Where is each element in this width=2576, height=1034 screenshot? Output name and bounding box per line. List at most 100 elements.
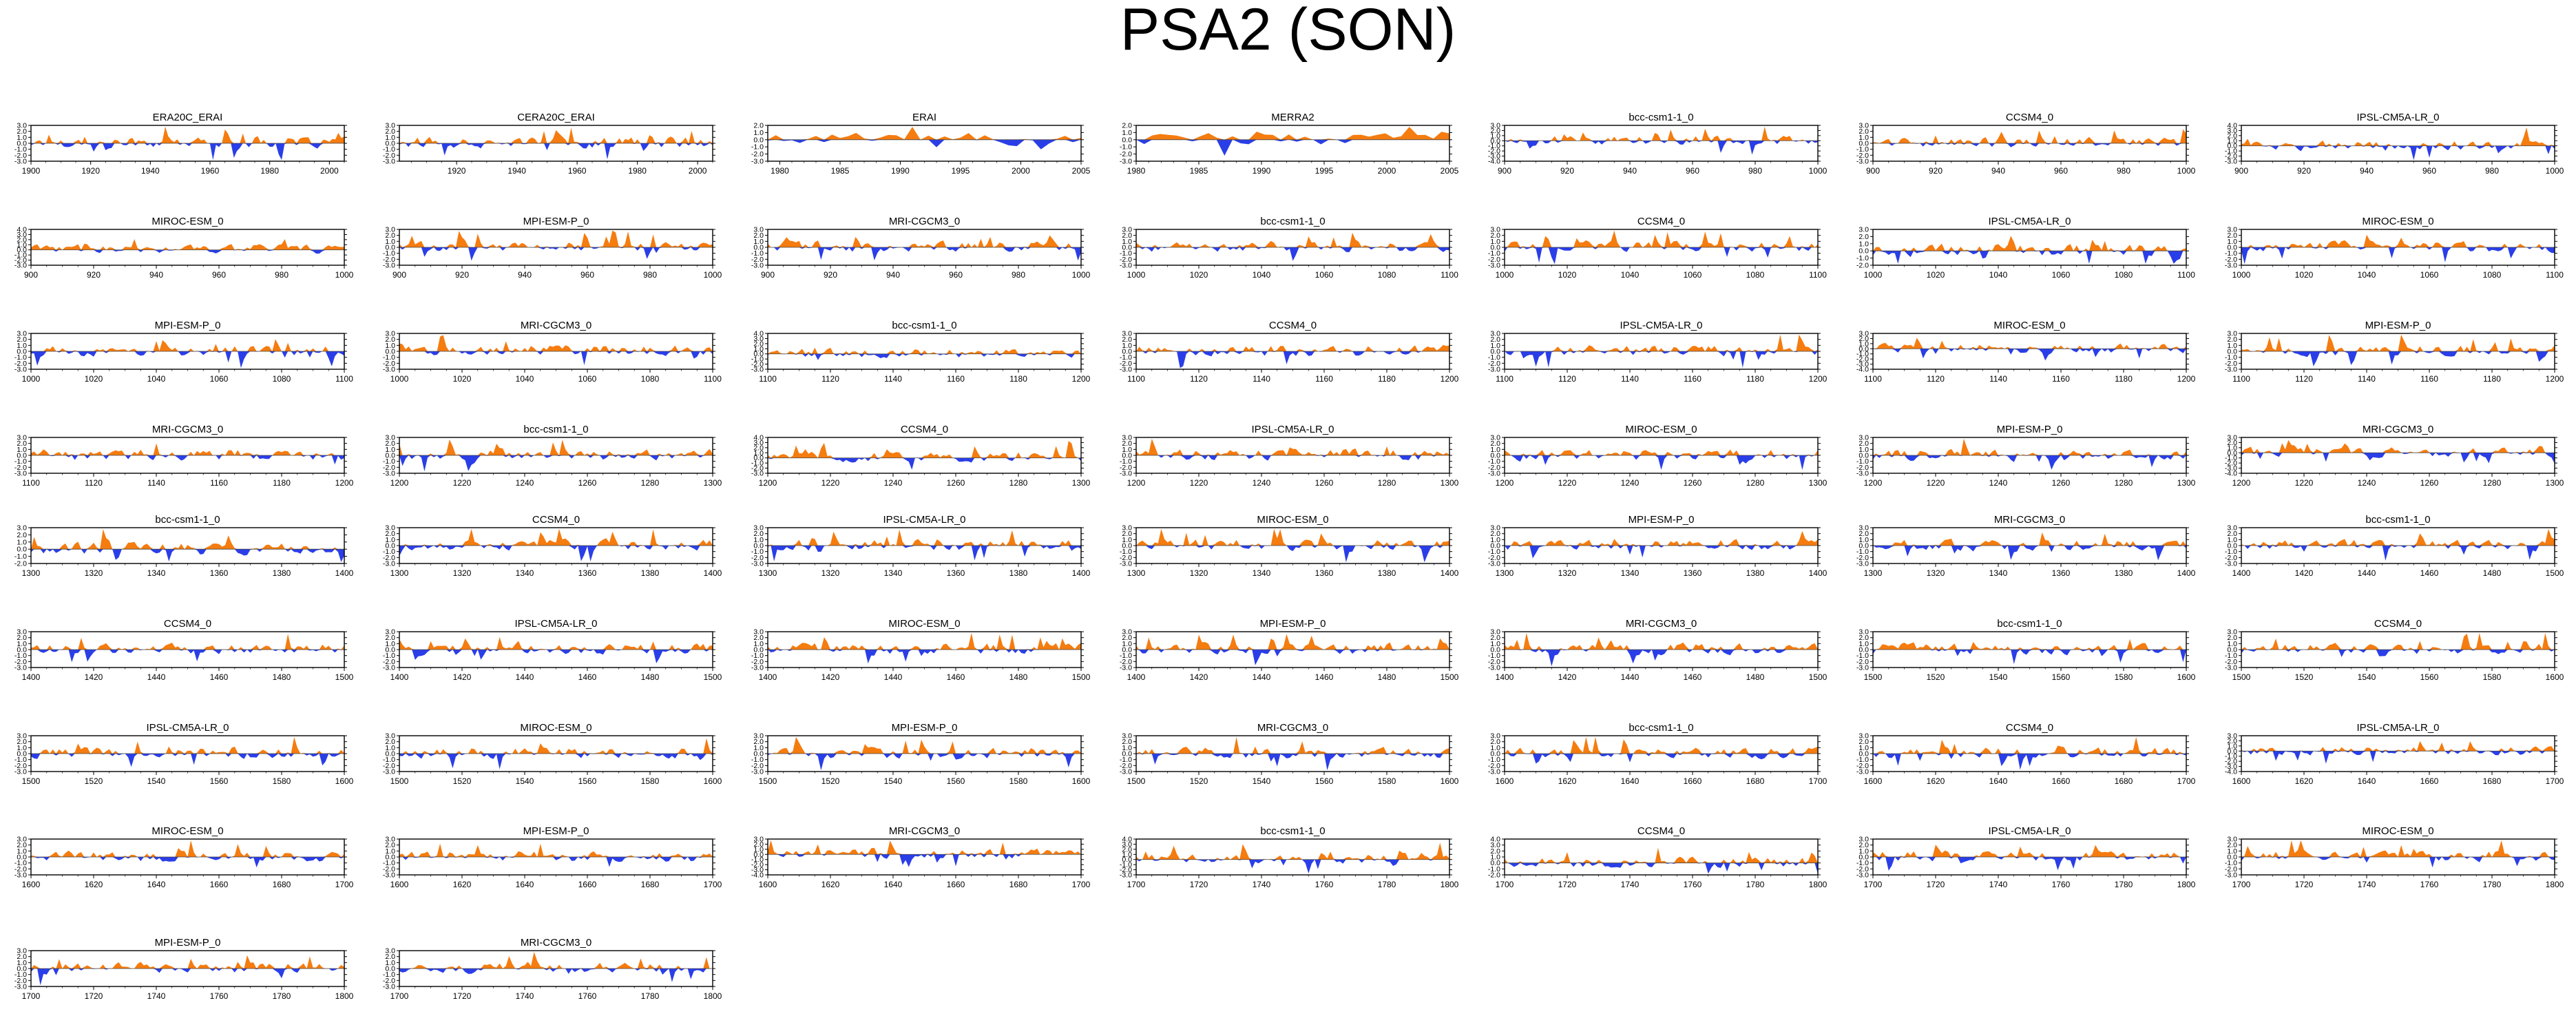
x-tick-label: 1760 xyxy=(2420,880,2439,889)
y-tick-label: 0.0 xyxy=(1122,542,1132,550)
x-tick-label: 1200 xyxy=(1864,478,1883,488)
x-tick-label: 1260 xyxy=(578,478,597,488)
y-tick-label: -1.0 xyxy=(751,143,764,152)
x-tick-label: 1020 xyxy=(1190,270,1208,280)
y-tick-label: 3.0 xyxy=(1490,732,1500,741)
x-tick-label: 1680 xyxy=(2115,776,2133,786)
x-tick-label: 1080 xyxy=(1378,270,1396,280)
x-tick-label: 1500 xyxy=(1809,672,1828,682)
negative-area xyxy=(31,650,344,663)
y-tick-label: -2.0 xyxy=(383,554,395,562)
x-tick-label: 940 xyxy=(518,270,532,280)
y-tick-label: 1.0 xyxy=(2227,444,2237,452)
y-tick-label: 0.0 xyxy=(1122,750,1132,758)
panel-title: MRI-CGCM3_0 xyxy=(1626,618,1697,630)
y-tick-label: -1.0 xyxy=(14,457,27,466)
y-tick-label: -3.0 xyxy=(14,470,27,478)
y-tick-label: -1.0 xyxy=(751,652,764,660)
y-tick-label: 2.0 xyxy=(1490,738,1500,746)
panel-title: MIROC-ESM_0 xyxy=(151,216,223,227)
y-tick-label: -3.0 xyxy=(14,983,27,991)
y-tick-label: 1.0 xyxy=(1858,340,1869,348)
y-tick-label: -3.0 xyxy=(1120,768,1132,776)
x-tick-label: 1620 xyxy=(85,880,103,889)
x-tick-label: 940 xyxy=(149,270,163,280)
y-tick-label: 1.0 xyxy=(1858,446,1869,454)
y-tick-label: 2.0 xyxy=(1490,440,1500,448)
y-tick-label: 1.0 xyxy=(17,241,27,249)
positive-area xyxy=(2241,234,2555,247)
y-tick-label: -3.0 xyxy=(1488,768,1500,776)
x-tick-label: 1600 xyxy=(390,880,409,889)
x-tick-label: 1520 xyxy=(2295,672,2314,682)
x-tick-label: 1740 xyxy=(1989,880,2008,889)
x-tick-label: 1200 xyxy=(759,478,777,488)
y-tick-label: 2.0 xyxy=(1858,440,1869,448)
y-tick-label: 3.0 xyxy=(1122,628,1132,637)
positive-area xyxy=(2241,127,2555,146)
negative-area xyxy=(2241,650,2555,657)
y-tick-label: -1.0 xyxy=(1120,457,1132,466)
positive-area xyxy=(2241,334,2555,351)
panel-title: IPSL-CM5A-LR_0 xyxy=(1251,424,1334,435)
x-tick-label: 1580 xyxy=(273,776,291,786)
panel-title: bcc-csm1-1_0 xyxy=(1629,112,1693,123)
y-tick-label: 2.0 xyxy=(1122,335,1132,344)
positive-area xyxy=(768,840,1081,855)
y-tick-label: -2.0 xyxy=(1856,152,1869,160)
panel-46: MRI-CGCM3_0 -3.0-2.0-1.00.01.02.03.0 1500 1… xyxy=(1120,722,1459,786)
y-tick-label: 2.0 xyxy=(1490,335,1500,344)
negative-area xyxy=(1873,455,2186,470)
negative-area xyxy=(1505,247,1818,265)
y-tick-label: -3.0 xyxy=(2225,871,2237,880)
y-tick-label: -1.0 xyxy=(383,652,395,660)
y-tick-label: -1.0 xyxy=(1856,652,1869,660)
x-tick-label: 1480 xyxy=(1378,672,1396,682)
panel-58: MRI-CGCM3_0 -3.0-2.0-1.00.01.02.03.0 1700 1… xyxy=(383,937,722,1001)
x-tick-label: 1100 xyxy=(1864,374,1882,384)
x-tick-label: 1560 xyxy=(947,776,965,786)
panel-title: MPI-ESM-P_0 xyxy=(155,320,221,331)
negative-area xyxy=(768,854,1081,867)
x-tick-label: 1060 xyxy=(2420,270,2439,280)
x-tick-label: 1800 xyxy=(1441,880,1459,889)
positive-area xyxy=(1505,126,1818,141)
x-tick-label: 1800 xyxy=(2546,880,2564,889)
y-tick-label: 3.0 xyxy=(1858,628,1869,637)
positive-area xyxy=(1136,842,1449,860)
y-tick-label: 4.0 xyxy=(1490,836,1500,844)
y-tick-label: -2.0 xyxy=(1856,865,1869,873)
y-tick-label: -1.0 xyxy=(1856,859,1869,867)
y-tick-label: -1.0 xyxy=(14,552,27,561)
y-tick-label: -3.0 xyxy=(14,664,27,672)
panel-title: CCSM4_0 xyxy=(2006,722,2053,734)
panel-title: bcc-csm1-1_0 xyxy=(892,320,956,331)
y-tick-label: -1.0 xyxy=(2225,548,2237,556)
x-tick-label: 1000 xyxy=(22,374,41,384)
y-tick-label: -3.0 xyxy=(1488,664,1500,672)
y-tick-label: 3.0 xyxy=(2227,330,2237,338)
x-tick-label: 1260 xyxy=(947,478,965,488)
y-tick-label: -1.0 xyxy=(751,756,764,764)
y-tick-label: 3.0 xyxy=(1490,841,1500,849)
x-tick-label: 1000 xyxy=(1072,270,1091,280)
panel-title: MIROC-ESM_0 xyxy=(1993,320,2065,331)
panel-title: MRI-CGCM3_0 xyxy=(521,937,591,949)
y-tick-label: 0.0 xyxy=(1858,140,1869,148)
x-tick-label: 1100 xyxy=(1809,270,1827,280)
y-tick-label: -3.0 xyxy=(383,560,395,568)
positive-area xyxy=(1873,845,2186,857)
panel-28: MRI-CGCM3_0 -4.0-3.0-2.0-1.00.01.02.03.0 1… xyxy=(2225,424,2564,488)
y-tick-label: 2.0 xyxy=(17,841,27,849)
positive-area xyxy=(399,230,713,247)
y-tick-label: 1.0 xyxy=(1122,446,1132,454)
y-tick-label: -1.0 xyxy=(14,859,27,867)
x-tick-label: 1300 xyxy=(390,568,409,578)
x-tick-label: 1720 xyxy=(1558,880,1577,889)
positive-area xyxy=(1505,847,1818,863)
x-tick-label: 2000 xyxy=(320,166,339,176)
y-tick-label: -1.0 xyxy=(1120,143,1132,152)
x-tick-label: 1000 xyxy=(2232,270,2251,280)
y-tick-label: 3.0 xyxy=(2227,628,2237,637)
y-tick-label: -2.0 xyxy=(751,464,764,473)
